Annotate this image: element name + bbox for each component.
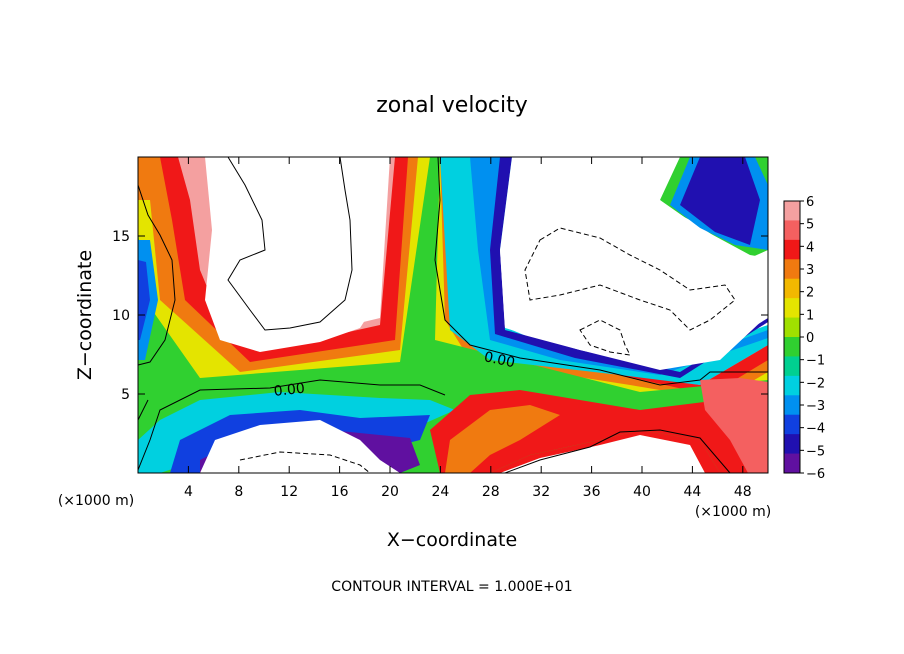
y-tick-label: 5 — [121, 387, 130, 403]
x-tick-label: 12 — [280, 484, 298, 500]
colorbar-swatch — [784, 317, 800, 338]
x-tick-label: 20 — [381, 484, 399, 500]
colorbar-tick-label: −2 — [806, 376, 825, 391]
colorbar-tick-label: 6 — [806, 195, 814, 210]
x-tick-label: 48 — [734, 484, 752, 500]
colorbar-tick-label: 4 — [806, 240, 814, 255]
x-tick-label: 44 — [683, 484, 701, 500]
y-tick-label: 10 — [112, 308, 130, 324]
y-axis: 5 10 15 — [112, 229, 768, 403]
contour-label: 0.00 — [483, 349, 517, 371]
x-axis: 4 8 12 16 20 24 28 32 36 40 44 48 — [184, 157, 752, 500]
contour-interval-footer: CONTOUR INTERVAL = 1.000E+01 — [331, 579, 572, 595]
x-tick-label: 28 — [482, 484, 500, 500]
colorbar: 6 5 4 3 2 1 0 −1 −2 −3 −4 −5 −6 — [783, 195, 825, 482]
x-axis-label: X−coordinate — [387, 529, 517, 551]
colorbar-tick-label: −1 — [806, 354, 825, 369]
colorbar-tick-label: 1 — [806, 308, 814, 323]
chart-title: zonal velocity — [376, 93, 528, 118]
colorbar-tick-label: 0 — [806, 331, 814, 346]
x-tick-label: 8 — [234, 484, 243, 500]
contour-lines — [138, 157, 768, 473]
colorbar-tick-label: 3 — [806, 263, 814, 278]
x-tick-label: 32 — [532, 484, 550, 500]
x-unit-label: (×1000 m) — [695, 504, 771, 520]
colorbar-swatch — [784, 278, 800, 299]
x-tick-label: 40 — [633, 484, 651, 500]
colorbar-tick-label: 5 — [806, 218, 814, 233]
x-tick-label: 4 — [184, 484, 193, 500]
y-axis-label: Z−coordinate — [74, 250, 96, 380]
colorbar-swatch — [784, 298, 800, 319]
colorbar-tick-label: 2 — [806, 286, 814, 301]
colorbar-swatch — [784, 434, 800, 455]
contour-lines-dashed — [239, 227, 736, 473]
contour-label: 0.00 — [273, 381, 306, 400]
colorbar-tick-label: −3 — [806, 399, 825, 414]
x-tick-label: 16 — [331, 484, 349, 500]
colorbar-tick-label: −4 — [806, 422, 825, 437]
colorbar-swatch — [784, 414, 800, 435]
colorbar-swatch — [784, 337, 800, 357]
colorbar-swatch — [784, 375, 800, 396]
x-tick-label: 36 — [583, 484, 601, 500]
colorbar-swatch — [784, 201, 800, 221]
colorbar-swatch — [784, 453, 800, 474]
colorbar-tick-label: −6 — [806, 467, 825, 482]
colorbar-swatch — [784, 259, 800, 280]
colorbar-swatch — [784, 395, 800, 416]
colorbar-swatch — [784, 220, 800, 241]
x-tick-label: 24 — [431, 484, 449, 500]
colorbar-swatch — [784, 239, 800, 260]
y-unit-label: (×1000 m) — [58, 493, 134, 509]
y-tick-label: 15 — [112, 229, 130, 245]
colorbar-tick-label: −5 — [806, 444, 825, 459]
contour-label-layer: 0.00 0.00 — [273, 349, 517, 400]
colorbar-swatch — [784, 356, 800, 377]
heatmap-field — [138, 157, 768, 473]
